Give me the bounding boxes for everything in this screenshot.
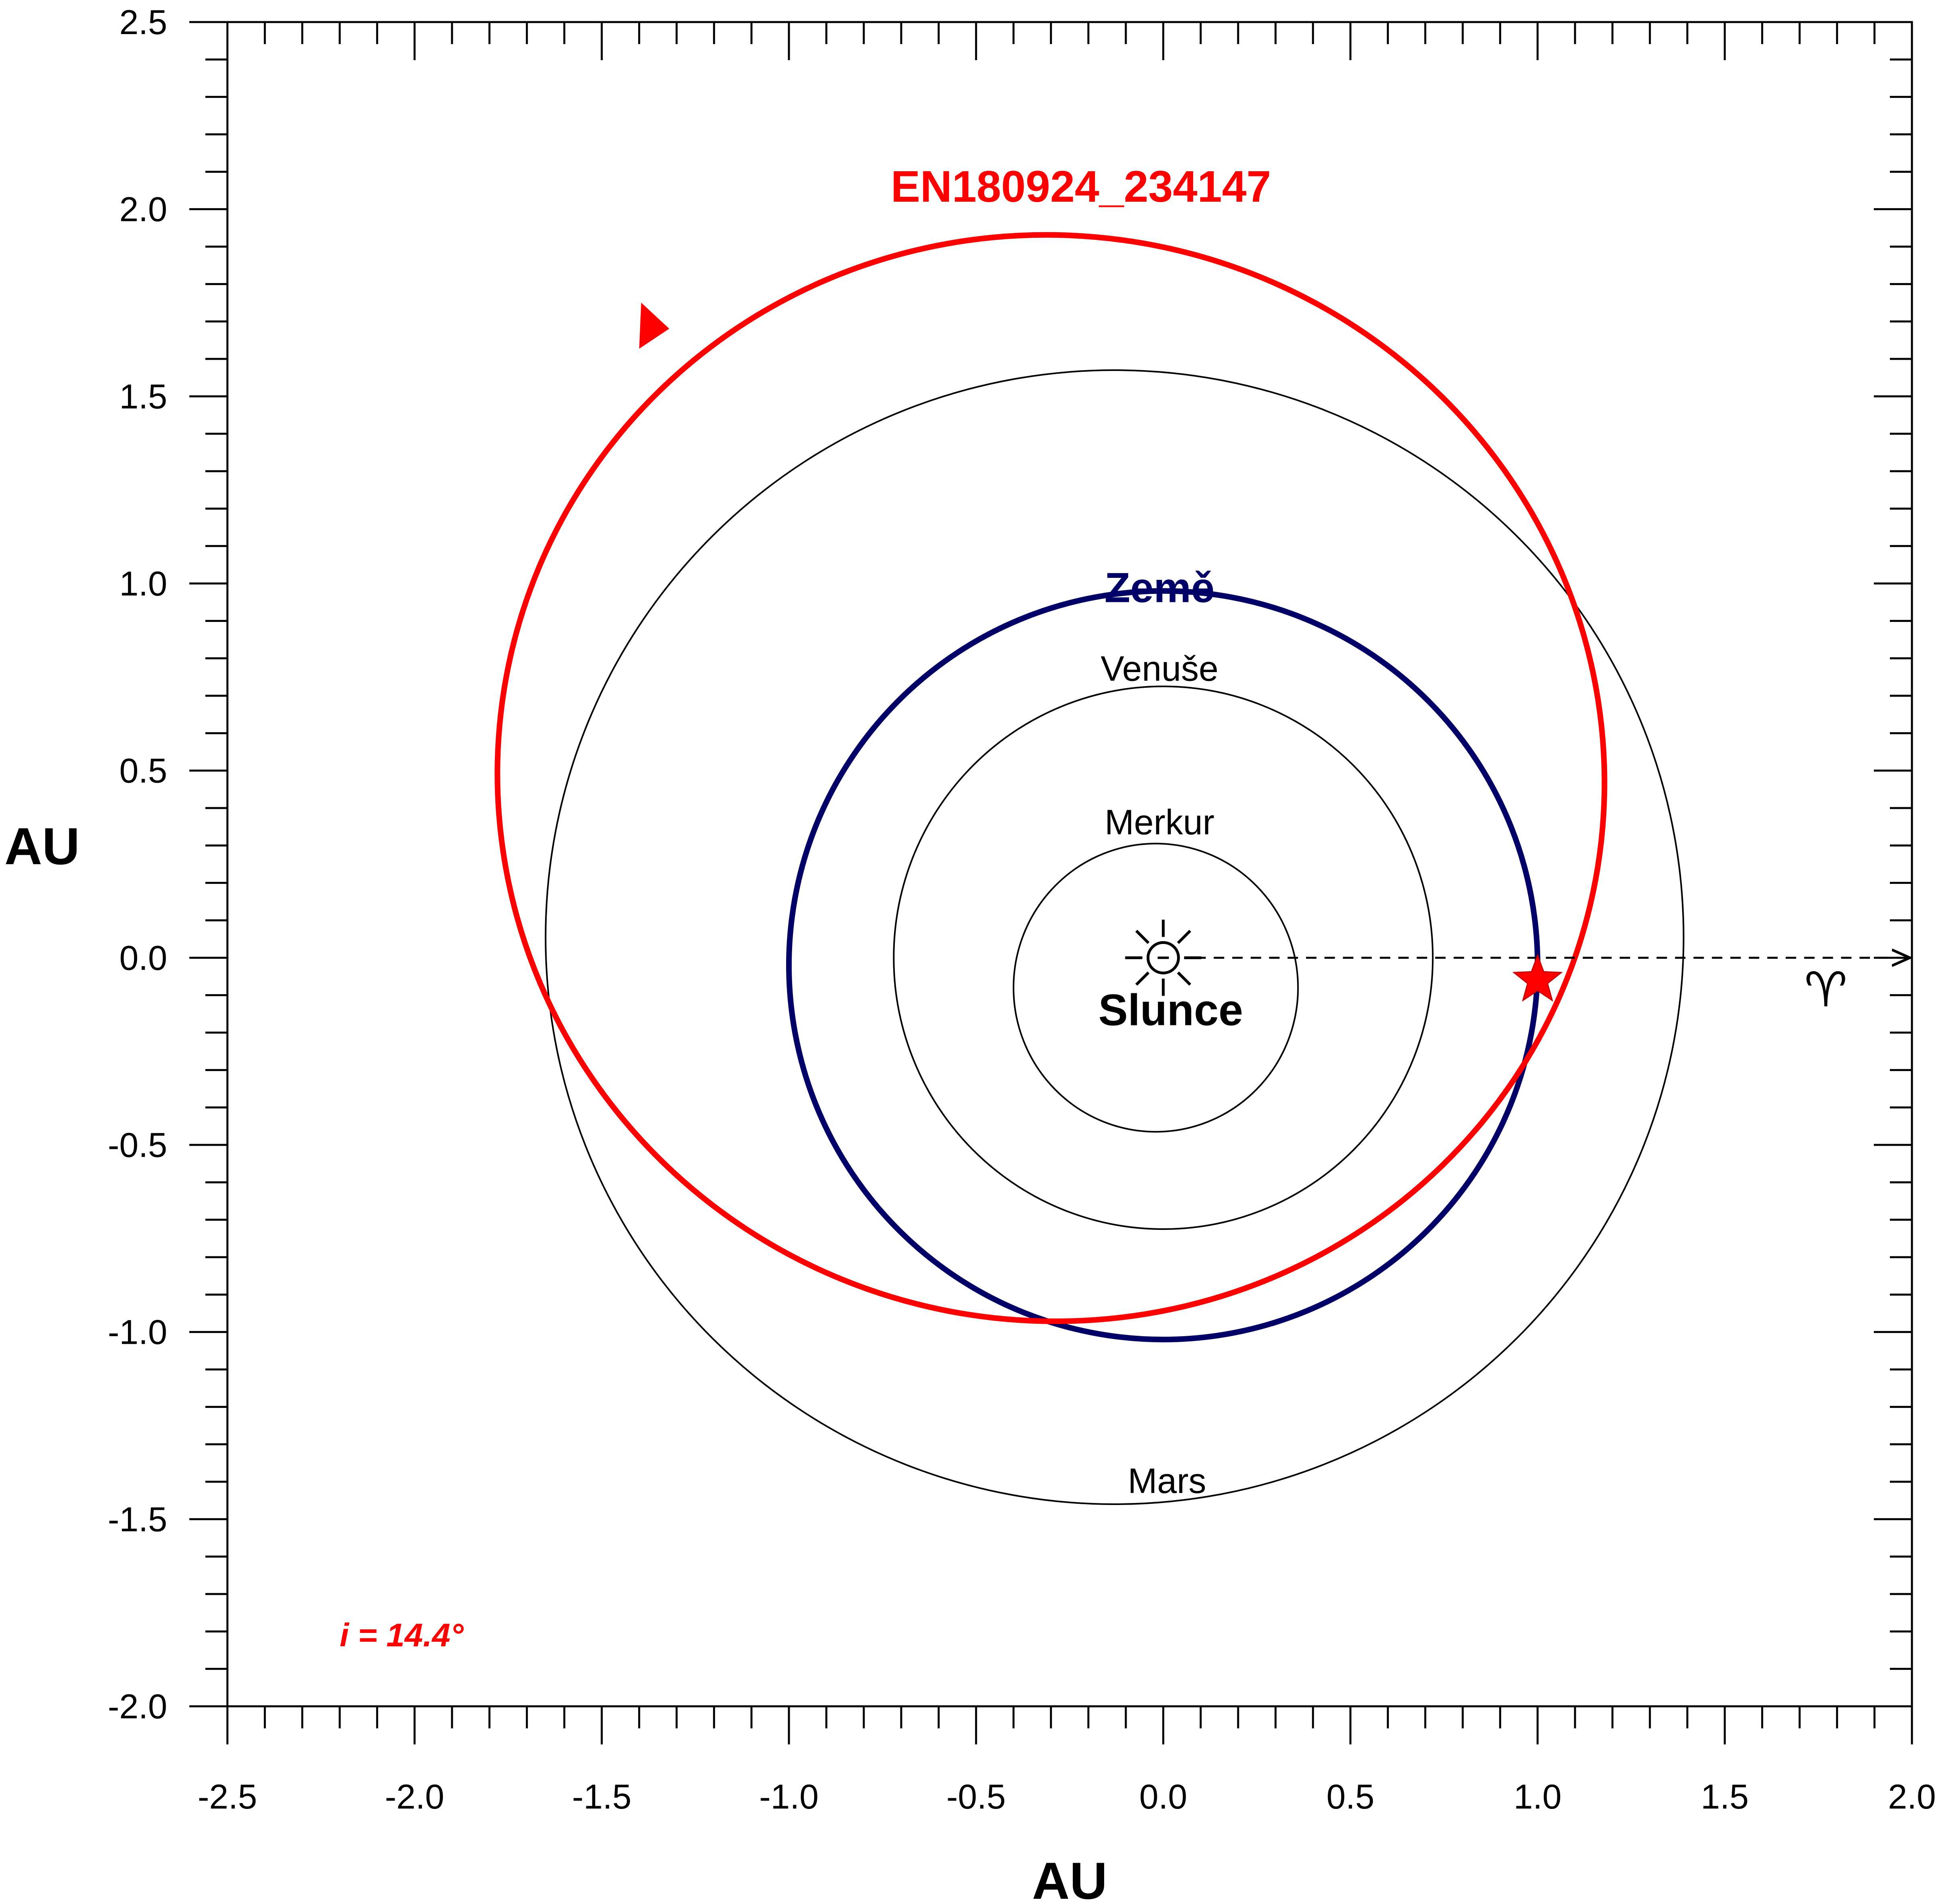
merkur-label: Merkur <box>1105 802 1214 842</box>
y-tick-label: -2.0 <box>108 1687 167 1726</box>
axis-ticks <box>189 21 1913 1744</box>
sun-ray <box>1177 930 1191 944</box>
y-tick-label: -1.0 <box>108 1313 167 1352</box>
meteoroid-direction-arrow <box>639 302 669 349</box>
sun-ray <box>1135 930 1150 944</box>
meteoroid-name-label: EN180924_234147 <box>891 162 1271 211</box>
mars-label: Mars <box>1128 1461 1206 1501</box>
orbit-mars <box>545 369 1685 1505</box>
x-tick-label: -1.5 <box>572 1778 631 1816</box>
venuse-label: Venuše <box>1101 649 1218 689</box>
planet-orbits <box>545 369 1685 1505</box>
y-axis-title: AU <box>4 817 80 875</box>
sun-ray <box>1135 971 1150 986</box>
x-tick-label: 0.5 <box>1326 1778 1374 1816</box>
axis-tick-labels: -2.5 -2.0 -1.5 -1.0 -0.5 0.0 0.5 1.0 1.5 2.0 -2.0 -… <box>108 3 1936 1816</box>
x-tick-label: 1.5 <box>1701 1778 1749 1816</box>
zeme-label: Země <box>1105 565 1214 612</box>
y-tick-label: 1.5 <box>119 377 167 416</box>
sun-ray <box>1177 971 1191 986</box>
meteoroid-orbit <box>495 232 1608 1324</box>
x-tick-label: -0.5 <box>947 1778 1006 1816</box>
inclination-annotation: i = 14.4° <box>340 1617 464 1654</box>
y-tick-label: 1.0 <box>119 565 167 603</box>
x-tick-label: -2.5 <box>198 1778 257 1816</box>
y-tick-label: -1.5 <box>108 1500 167 1539</box>
x-tick-label: -1.0 <box>759 1778 819 1816</box>
x-tick-label: 1.0 <box>1514 1778 1562 1816</box>
impact-star-marker <box>1512 953 1563 1002</box>
y-tick-label: 2.0 <box>119 190 167 229</box>
orbit-venue <box>893 685 1434 1230</box>
vernal-equinox-symbol: ♈ <box>1804 962 1848 1018</box>
x-axis-title: AU <box>1032 1851 1107 1904</box>
y-tick-label: 0.5 <box>119 752 167 790</box>
x-tick-label: 0.0 <box>1139 1778 1188 1816</box>
y-tick-label: 0.0 <box>119 939 167 977</box>
meteoroid-orbit-path <box>495 232 1608 1324</box>
x-tick-label: -2.0 <box>385 1778 444 1816</box>
x-tick-label: 2.0 <box>1888 1778 1936 1816</box>
sun-icon <box>1125 920 1202 996</box>
orbit-merkur <box>1013 843 1299 1133</box>
y-tick-label: -0.5 <box>108 1126 167 1165</box>
plot-frame <box>226 21 1913 1708</box>
sun-label: Slunce <box>1099 985 1243 1035</box>
y-tick-label: 2.5 <box>119 3 167 42</box>
